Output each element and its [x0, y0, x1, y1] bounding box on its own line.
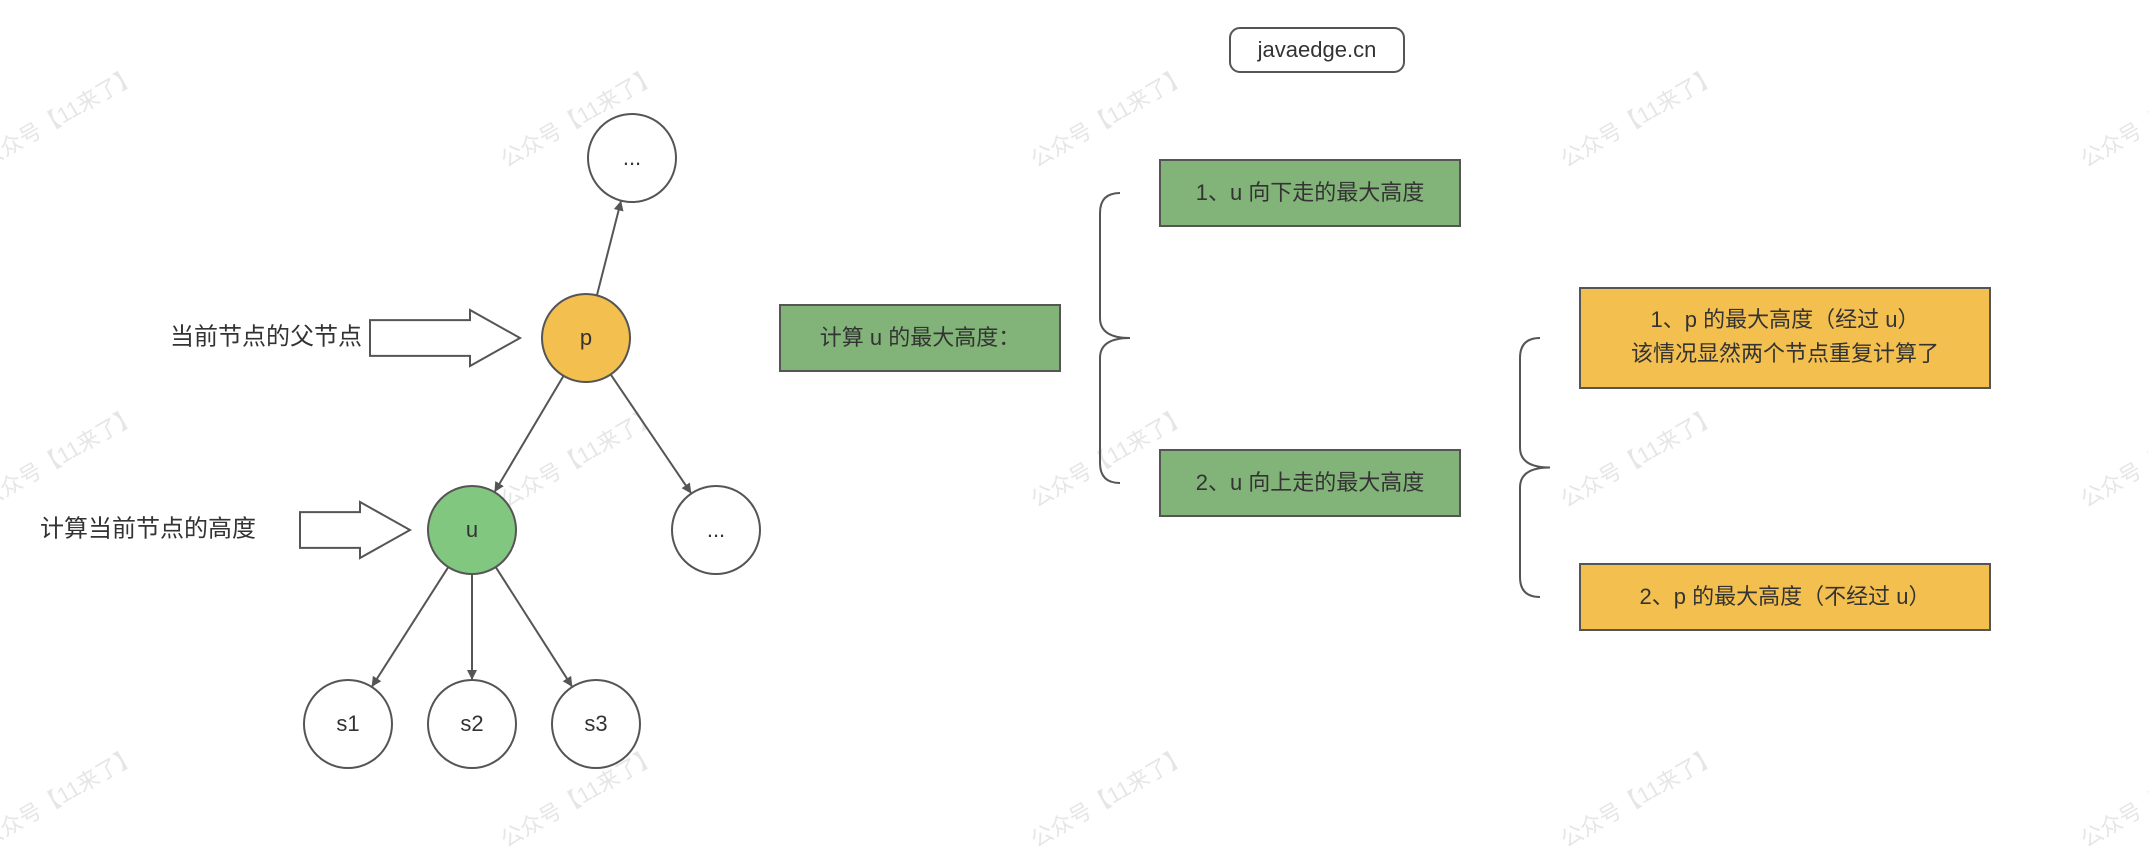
svg-text:当前节点的父节点: 当前节点的父节点 — [170, 323, 362, 350]
svg-text:s3: s3 — [584, 711, 607, 736]
svg-text:u: u — [466, 517, 478, 542]
tree-edge — [597, 201, 621, 296]
svg-text:s2: s2 — [460, 711, 483, 736]
svg-text:s1: s1 — [336, 711, 359, 736]
svg-text:1、u 向下走的最大高度: 1、u 向下走的最大高度 — [1196, 180, 1425, 205]
brace-1 — [1520, 338, 1550, 597]
svg-text:计算 u 的最大高度：: 计算 u 的最大高度： — [820, 325, 1020, 350]
tree-edge — [494, 376, 563, 492]
brace-0 — [1100, 193, 1130, 483]
tree-edge — [496, 567, 573, 687]
tree-edge — [372, 567, 449, 687]
diagram-canvas: javaedge.cn... p u... s1 s2 s3 当前节点的父节点计算当前节点的… — [0, 0, 2148, 860]
svg-text:javaedge.cn: javaedge.cn — [1257, 37, 1377, 62]
svg-text:1、p 的最大高度（经过 u）: 1、p 的最大高度（经过 u） — [1651, 307, 1920, 332]
box-p_via_u — [1580, 288, 1990, 388]
svg-text:2、p 的最大高度（不经过 u）: 2、p 的最大高度（不经过 u） — [1640, 584, 1931, 609]
svg-text:计算当前节点的高度: 计算当前节点的高度 — [40, 515, 256, 542]
block-arrow-1 — [300, 502, 410, 558]
svg-text:...: ... — [623, 145, 641, 170]
svg-text:2、u 向上走的最大高度: 2、u 向上走的最大高度 — [1196, 470, 1425, 495]
block-arrow-0 — [370, 310, 520, 366]
svg-text:该情况显然两个节点重复计算了: 该情况显然两个节点重复计算了 — [1631, 341, 1939, 366]
tree-edge — [611, 374, 692, 493]
svg-text:...: ... — [707, 517, 725, 542]
svg-text:p: p — [580, 325, 592, 350]
